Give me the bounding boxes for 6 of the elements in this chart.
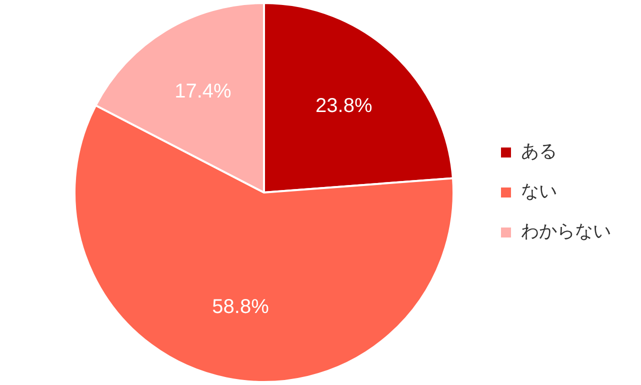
- data-label: 58.8%: [212, 296, 270, 318]
- data-label: 17.4%: [174, 80, 232, 103]
- legend-label: ない: [521, 181, 557, 202]
- legend-label: わからない: [521, 221, 611, 242]
- data-label: 23.8%: [316, 94, 372, 117]
- legend-label: ある: [521, 141, 557, 162]
